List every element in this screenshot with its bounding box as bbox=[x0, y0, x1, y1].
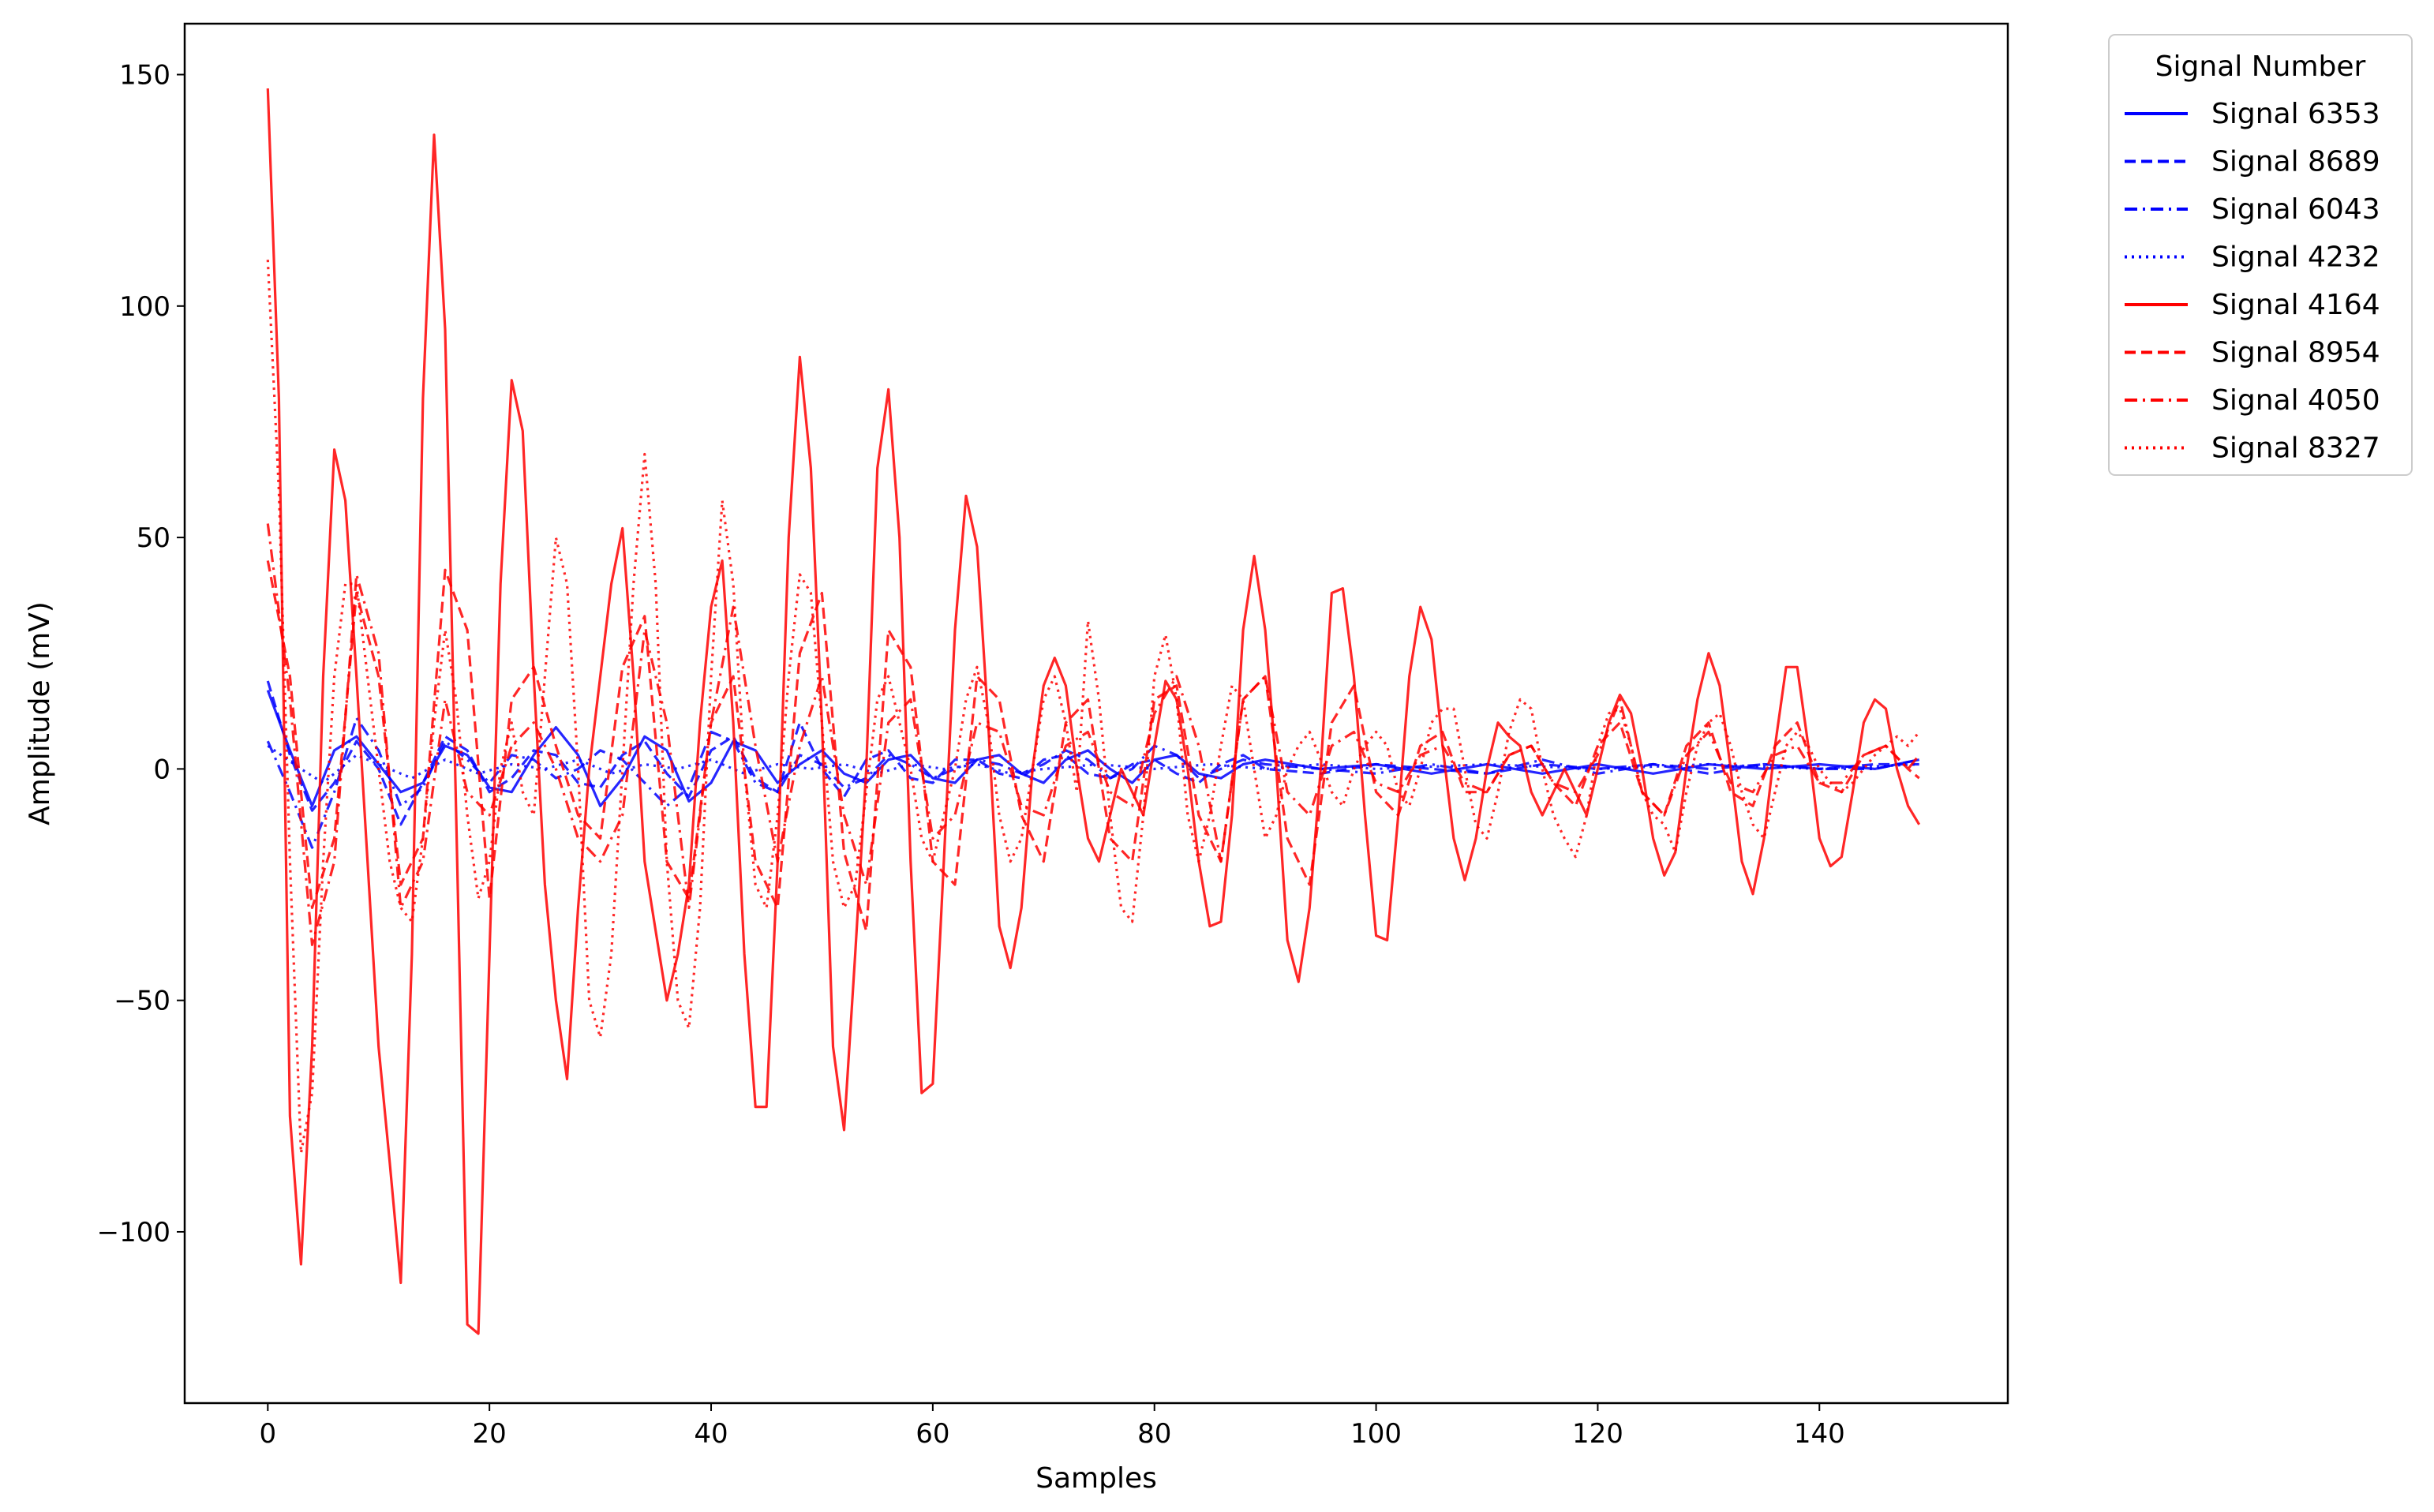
legend-label: Signal 4164 bbox=[2211, 289, 2380, 321]
x-axis: 0 20 40 60 80 100 120 140 bbox=[259, 1403, 1845, 1450]
y-tick-label: 100 bbox=[119, 291, 170, 323]
legend-label: Signal 8954 bbox=[2211, 337, 2380, 369]
y-tick-label: 150 bbox=[119, 60, 170, 92]
x-tick-label: 60 bbox=[916, 1418, 949, 1450]
x-tick-label: 80 bbox=[1137, 1418, 1171, 1450]
x-tick-label: 140 bbox=[1794, 1418, 1845, 1450]
x-tick-label: 40 bbox=[694, 1418, 728, 1450]
legend-label: Signal 6353 bbox=[2211, 98, 2380, 130]
series-layer bbox=[266, 88, 1921, 1335]
legend-label: Signal 4232 bbox=[2211, 241, 2380, 274]
y-tick-label: 0 bbox=[153, 754, 170, 785]
x-tick-label: 0 bbox=[259, 1418, 276, 1450]
x-tick-label: 20 bbox=[473, 1418, 507, 1450]
series-line-signal-4232 bbox=[267, 744, 1919, 784]
y-axis-title: Amplitude (mV) bbox=[24, 601, 56, 825]
y-tick-label: −50 bbox=[114, 986, 170, 1017]
legend-box bbox=[2108, 34, 2413, 476]
legend-items: Signal 6353 Signal 8689 Signal 6043 Signal … bbox=[2125, 98, 2380, 465]
series-line-signal-6353 bbox=[266, 690, 1920, 807]
plot-frame bbox=[183, 22, 2009, 1405]
legend-label: Signal 4050 bbox=[2211, 384, 2380, 417]
y-tick-label: −100 bbox=[97, 1217, 170, 1248]
series-line-signal-8327 bbox=[266, 260, 1920, 1155]
legend-label: Signal 8689 bbox=[2211, 146, 2380, 178]
legend-label: Signal 6043 bbox=[2211, 193, 2380, 226]
y-axis: −100 −50 0 50 100 150 bbox=[97, 60, 185, 1248]
x-axis-title: Samples bbox=[1035, 1462, 1157, 1495]
x-tick-label: 120 bbox=[1572, 1418, 1623, 1450]
y-tick-label: 50 bbox=[137, 522, 170, 554]
legend-title: Signal Number bbox=[2155, 51, 2366, 83]
x-tick-label: 100 bbox=[1350, 1418, 1402, 1450]
series-line-signal-4164 bbox=[266, 88, 1921, 1335]
legend-label: Signal 8327 bbox=[2211, 432, 2380, 465]
